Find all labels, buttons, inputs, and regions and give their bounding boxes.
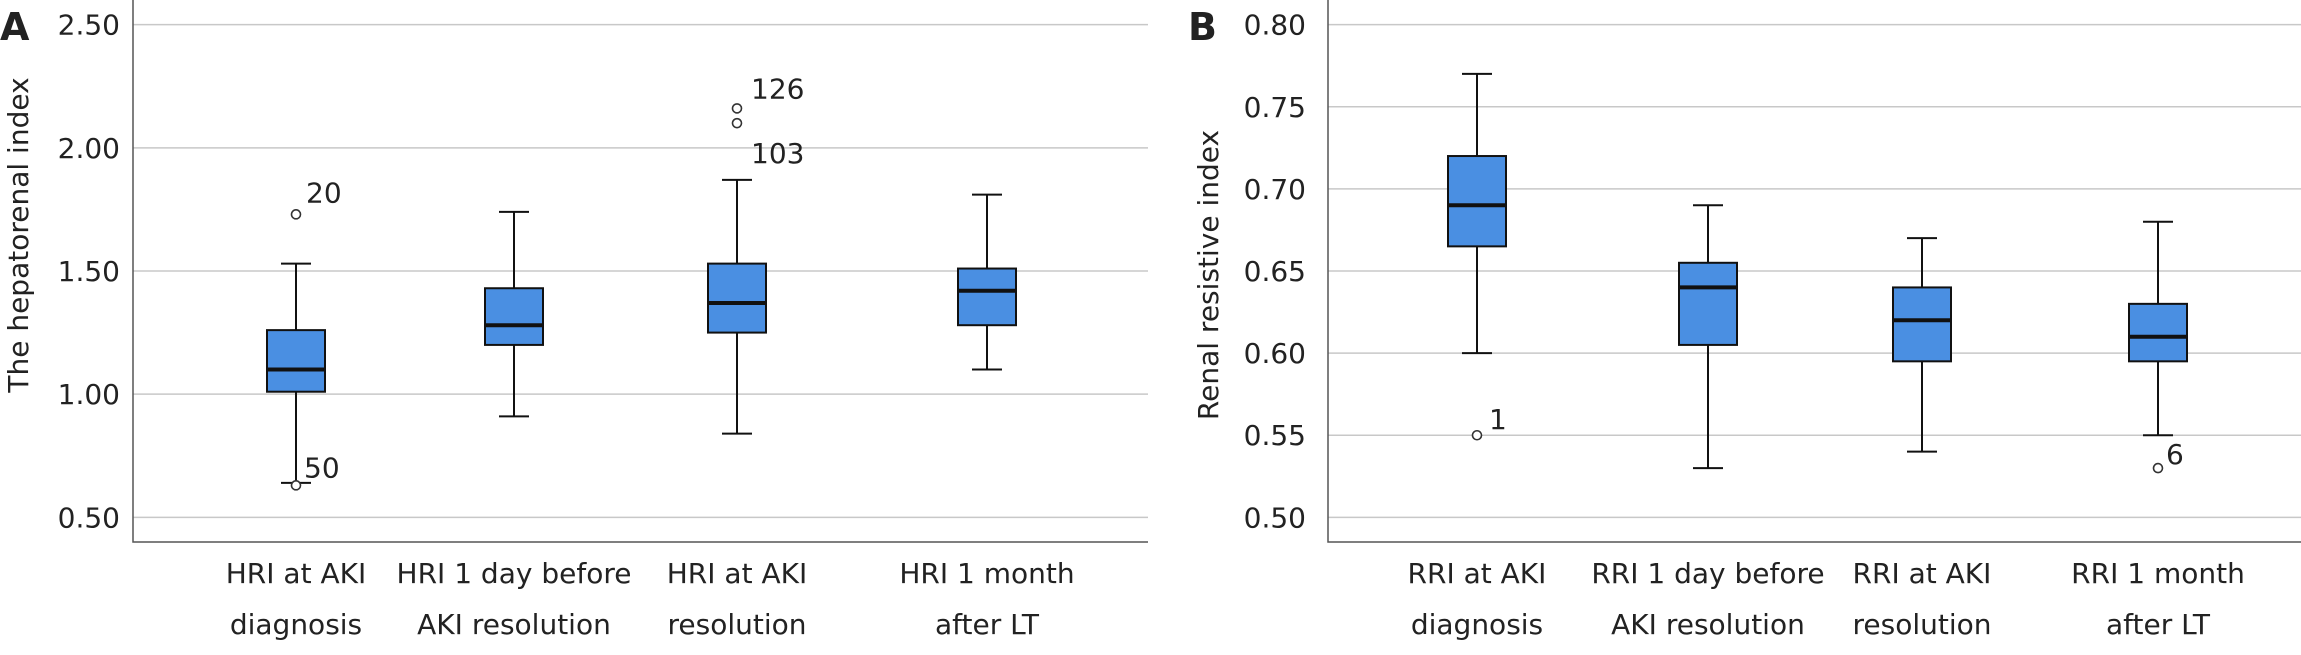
x-category-label: HRI at AKI diagnosis	[226, 557, 366, 641]
outlier-label: 103	[751, 137, 804, 170]
x-category-label-line: AKI resolution	[417, 608, 611, 641]
panel-a: 0.50 1.00 1.50 2.00 2.50 A The hepatorenal ind…	[0, 0, 1148, 641]
x-category-label-line: HRI 1 day before	[397, 557, 632, 590]
x-category-label: HRI at AKI resolution	[667, 557, 807, 641]
x-category-label-line: HRI at AKI	[226, 557, 366, 590]
axis-lines	[132, 0, 1148, 543]
y-tick-label: 0.80	[1244, 9, 1306, 42]
y-axis-title: Renal resistive index	[1192, 130, 1225, 420]
x-category-label: RRI 1 month after LT	[2071, 557, 2245, 641]
box-3: 126 103	[707, 72, 804, 435]
y-tick-label: 2.00	[58, 132, 120, 165]
y-tick-label: 0.75	[1244, 91, 1306, 124]
box-2	[1678, 204, 1738, 470]
box-1: 1	[1447, 72, 1507, 441]
outlier-point	[290, 209, 302, 220]
x-category-label-line: resolution	[1852, 608, 1991, 641]
iqr-box	[266, 329, 326, 393]
y-tick-label: 0.50	[58, 501, 120, 534]
y-tick-label: 1.00	[58, 378, 120, 411]
outlier-point	[2152, 462, 2164, 474]
outlier-label: 1	[1489, 403, 1507, 436]
x-category-label-line: HRI 1 month	[899, 557, 1074, 590]
iqr-box	[707, 262, 767, 334]
y-tick-label: 2.50	[58, 9, 120, 42]
y-tick-label: 0.70	[1244, 173, 1306, 206]
panel-b: 0.50 0.55 0.60 0.65 0.70 0.75 0.80 B Renal resis…	[1188, 0, 2301, 641]
box-4: 6	[2128, 220, 2188, 474]
iqr-box	[2128, 302, 2188, 363]
box-4	[957, 193, 1017, 371]
outlier-label: 20	[306, 176, 342, 209]
x-category-label-line: RRI 1 day before	[1591, 557, 1824, 590]
x-category-label: RRI 1 day before AKI resolution	[1591, 557, 1824, 641]
box-2	[484, 210, 544, 418]
outlier-point	[731, 103, 743, 114]
y-tick-label: 0.55	[1244, 419, 1306, 452]
y-tick-label: 0.65	[1244, 255, 1306, 288]
axis-lines	[1327, 0, 2301, 543]
iqr-box	[1447, 155, 1507, 248]
x-category-label-line: HRI at AKI	[667, 557, 807, 590]
x-category-label-line: RRI at AKI	[1853, 557, 1992, 590]
outlier-point	[731, 117, 743, 129]
x-category-label: HRI 1 day before AKI resolution	[397, 557, 632, 641]
outlier-label: 126	[751, 72, 804, 105]
panel-label: B	[1188, 5, 1217, 49]
x-category-label-line: resolution	[667, 608, 806, 641]
iqr-box	[957, 267, 1017, 327]
y-tick-label: 0.60	[1244, 337, 1306, 370]
box-3	[1892, 237, 1952, 453]
x-category-label: HRI 1 month after LT	[899, 557, 1074, 641]
x-category-label: RRI at AKI diagnosis	[1408, 557, 1547, 641]
x-category-label-line: RRI 1 month	[2071, 557, 2245, 590]
outlier-label: 6	[2166, 438, 2184, 471]
panel-label: A	[0, 5, 30, 49]
y-tick-label: 1.50	[58, 255, 120, 288]
iqr-box	[1892, 286, 1952, 363]
x-category-label-line: diagnosis	[230, 608, 362, 641]
iqr-box	[1678, 261, 1738, 346]
iqr-box	[484, 287, 544, 346]
y-axis-title: The hepatorenal index	[2, 77, 35, 393]
outlier-label: 50	[304, 451, 340, 484]
x-category-label-line: after LT	[2106, 608, 2211, 641]
x-category-label-line: diagnosis	[1411, 608, 1543, 641]
x-category-label-line: after LT	[935, 608, 1040, 641]
x-category-label: RRI at AKI resolution	[1852, 557, 1991, 641]
x-category-label-line: RRI at AKI	[1408, 557, 1547, 590]
x-category-label-line: AKI resolution	[1611, 608, 1805, 641]
outlier-point	[1471, 429, 1483, 441]
y-tick-label: 0.50	[1244, 501, 1306, 534]
outlier-point	[290, 480, 302, 491]
